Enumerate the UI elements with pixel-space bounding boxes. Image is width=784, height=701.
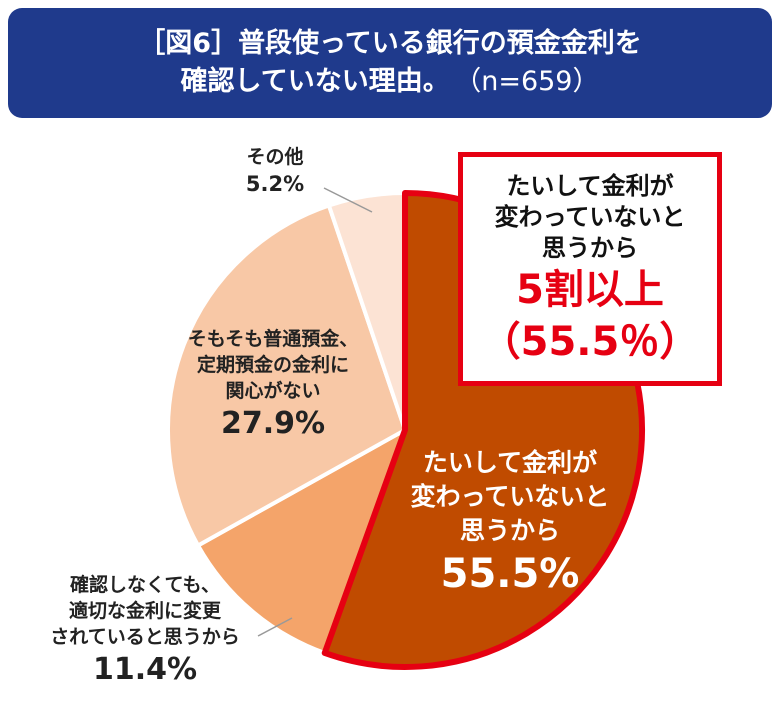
slice-label-other-line1: その他 [246, 146, 304, 168]
slice-label-main: たいして金利が 変わっていないと 思うから 55.5% [395, 446, 625, 600]
slice-label-no-interest-line1: そもそも普通預金、 [187, 328, 359, 350]
slice-auto-update [196, 428, 407, 655]
slice-label-other: その他 5.2% [230, 144, 320, 198]
leader-line-auto-update [257, 617, 293, 637]
slice-value-no-interest: 27.9% [220, 406, 326, 441]
chart-title-line1: ［図6］普段使っている銀行の預金金利を [138, 28, 642, 59]
leader-line-other [323, 187, 373, 213]
slice-label-auto-update-line1: 確認しなくても、 [70, 574, 220, 596]
slice-label-auto-update: 確認しなくても、 適切な金利に変更 されていると思うから 11.4% [20, 572, 270, 690]
callout-line1: たいして金利が [506, 171, 674, 200]
chart-title-line2-text: 確認していない理由。 [180, 66, 450, 97]
title-banner: ［図6］普段使っている銀行の預金金利を 確認していない理由。 （n=659） [8, 8, 772, 118]
slice-label-main-line2: 変わっていないと [410, 482, 610, 511]
slice-label-no-interest-line3: 関心がない [225, 380, 321, 402]
slice-label-no-interest-line2: 定期預金の金利に [196, 354, 349, 376]
slice-label-auto-update-line2: 適切な金利に変更 [68, 600, 221, 622]
callout-headline: 5割以上 [516, 266, 664, 313]
chart-title-line2: 確認していない理由。 （n=659） [181, 63, 600, 101]
slice-label-auto-update-line3: されていると思うから [50, 626, 240, 648]
slice-no-interest [166, 203, 407, 548]
slice-label-no-interest: そもそも普通預金、 定期預金の金利に 関心がない 27.9% [168, 326, 378, 444]
slice-value-other: 5.2% [245, 172, 305, 196]
slice-value-main: 55.5% [440, 551, 580, 597]
callout-line2: 変わっていないと [494, 202, 686, 231]
slice-label-main-line1: たいして金利が [422, 448, 598, 477]
callout-value: （55.5％） [480, 318, 700, 365]
sample-size: （n=659） [467, 66, 600, 97]
callout-line3: 思うから [542, 233, 638, 262]
slice-value-auto-update: 11.4% [92, 652, 198, 687]
callout-box: たいして金利が 変わっていないと 思うから 5割以上 （55.5％） [458, 152, 722, 386]
slice-label-main-line3: 思うから [459, 516, 560, 545]
